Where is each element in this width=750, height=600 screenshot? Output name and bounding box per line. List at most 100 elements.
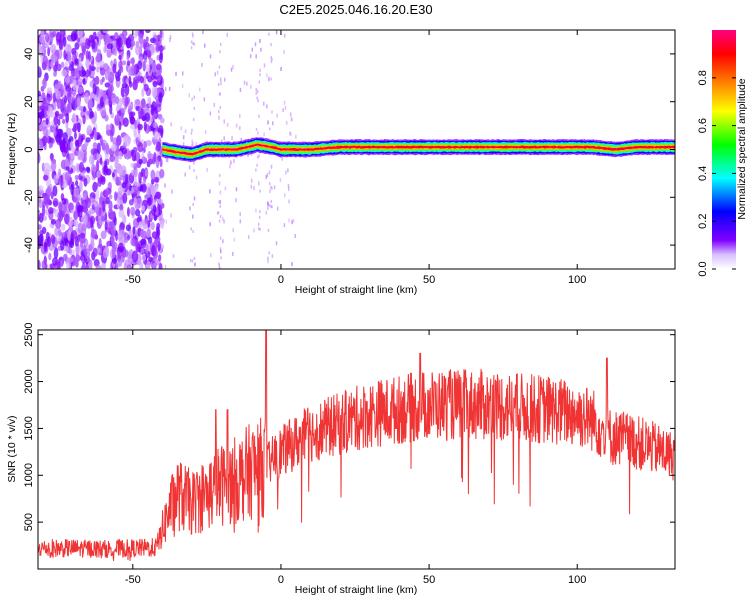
heatmap-y-axis-label: Frequency (Hz)	[6, 113, 18, 185]
sparse-cell	[283, 100, 286, 105]
sparse-cell	[287, 186, 290, 191]
ridge-peak	[225, 148, 229, 151]
noise-cell	[82, 193, 87, 200]
noise-cell	[50, 160, 57, 172]
noise-cell	[50, 218, 57, 225]
colorbar-tick-label: 0.6	[697, 118, 709, 133]
spike-cell	[218, 200, 220, 204]
noise-cell	[127, 265, 131, 269]
noise-cell	[65, 85, 72, 92]
sparse-cell	[263, 132, 265, 137]
noise-cell	[65, 112, 70, 124]
noise-cell	[134, 176, 137, 187]
noise-cell	[86, 110, 90, 116]
sparse-cell	[283, 50, 285, 55]
noise-cell	[135, 44, 142, 56]
sparse-cell	[265, 175, 268, 180]
sparse-cell	[169, 35, 172, 40]
noise-cell	[104, 114, 109, 122]
noise-cell	[78, 132, 82, 144]
sparse-cell	[235, 187, 238, 192]
noise-cell	[56, 97, 61, 110]
sparse-cell	[255, 54, 257, 59]
noise-cell	[100, 215, 105, 222]
noise-cell	[49, 106, 54, 118]
sparse-cell	[283, 193, 286, 198]
noise-cell	[46, 236, 52, 248]
sparse-cell	[203, 97, 206, 102]
noise-cell	[96, 49, 102, 58]
noise-cell	[47, 46, 51, 57]
sparse-cell	[195, 142, 197, 147]
y-tick: 20	[23, 96, 675, 108]
noise-cell	[128, 75, 132, 85]
noise-cell	[134, 209, 141, 217]
ridge-peak	[661, 146, 666, 149]
noise-cell	[152, 81, 158, 88]
noise-cell	[105, 187, 110, 197]
noise-cell	[120, 165, 127, 177]
noise-cell	[57, 118, 61, 126]
noise-cell	[130, 65, 134, 76]
noise-cell	[138, 171, 143, 182]
noise-cell	[92, 164, 97, 173]
noise-cell	[85, 58, 90, 69]
noise-cell	[102, 30, 109, 34]
noise-cell	[64, 213, 70, 225]
noise-cell	[67, 103, 71, 112]
ridge-peak	[440, 146, 444, 149]
noise-cell	[44, 109, 47, 118]
noise-cell	[125, 224, 131, 232]
noise-cell	[88, 259, 93, 269]
ridge-peak	[309, 148, 314, 151]
noise-cell	[74, 174, 80, 181]
sparse-cell	[263, 63, 266, 68]
noise-cell	[93, 258, 100, 267]
colorbar-gradient	[712, 30, 736, 269]
ridge-peak	[518, 146, 523, 149]
noise-cell	[135, 241, 139, 248]
noise-cell	[118, 54, 122, 61]
ridge-peak	[407, 146, 412, 149]
y-tick-label: 40	[23, 48, 35, 60]
noise-cell	[117, 242, 124, 253]
noise-cell	[67, 202, 74, 211]
ridge-peak	[596, 146, 601, 149]
noise-cell	[58, 113, 64, 120]
noise-cell	[84, 92, 90, 104]
sparse-cell	[184, 129, 187, 134]
noise-cell	[131, 186, 135, 194]
heatmap-x-ticks: -50 0 50 100	[125, 30, 586, 286]
sparse-cell	[265, 210, 268, 215]
noise-cell	[85, 50, 89, 61]
sparse-cell	[279, 177, 282, 182]
noise-cell	[90, 229, 98, 239]
sparse-cell	[192, 214, 194, 219]
spike-cell	[191, 97, 193, 101]
noise-cell	[152, 121, 158, 129]
noise-cell	[52, 30, 57, 38]
ridge-peak	[251, 144, 255, 147]
spike-cell	[190, 46, 193, 50]
spike-cell	[267, 256, 269, 260]
noise-cell	[114, 191, 118, 202]
snr-plot: -50 0 50 100 500 1000 1500 2000 2500 Height of …	[6, 322, 676, 596]
spike-cell	[256, 89, 259, 93]
noise-cell	[108, 200, 113, 212]
noise-cell	[145, 30, 151, 34]
spike-cell	[193, 256, 196, 260]
noise-cell	[140, 247, 145, 254]
y-tick-label: 1000	[23, 463, 35, 487]
noise-cell	[121, 147, 128, 155]
sparse-cell	[289, 131, 291, 136]
noise-cell	[151, 231, 158, 239]
noise-cell	[158, 52, 163, 64]
ridge-peak	[446, 146, 451, 149]
spike-cell	[267, 78, 270, 82]
sparse-cell	[275, 30, 278, 35]
ridge-peak	[238, 147, 242, 150]
noise-cell	[77, 86, 84, 94]
noise-cell	[93, 153, 97, 161]
noise-cell	[45, 118, 49, 125]
sparse-cell	[270, 164, 273, 169]
